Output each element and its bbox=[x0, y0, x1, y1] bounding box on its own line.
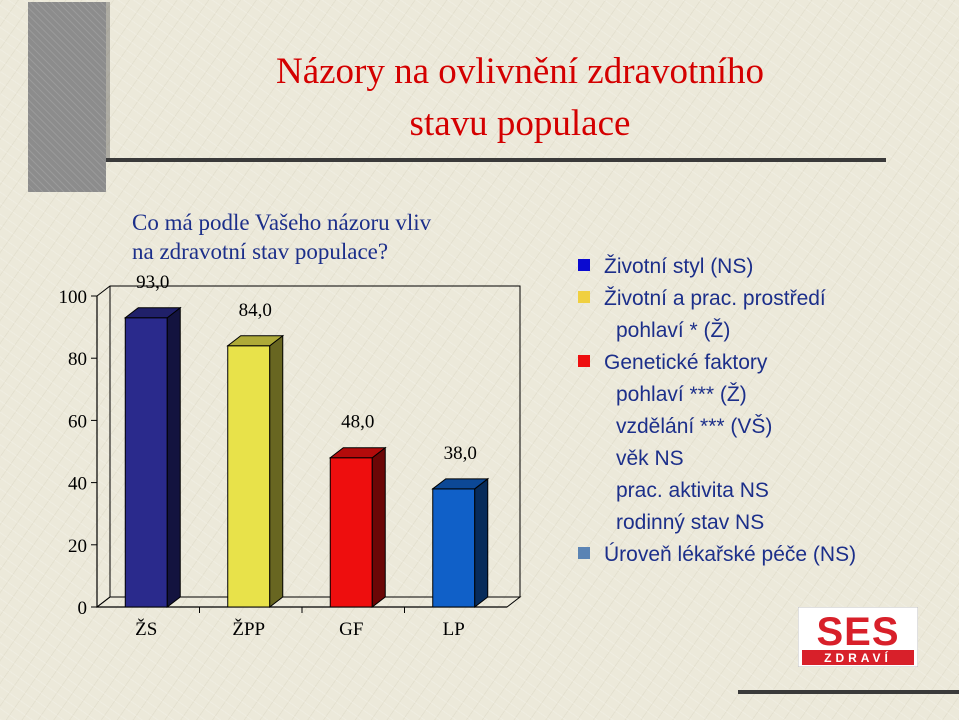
category-label: ŽPP bbox=[232, 618, 265, 640]
legend-item: vzdělání *** (VŠ) bbox=[578, 411, 948, 443]
legend-item: rodinný stav NS bbox=[578, 507, 948, 539]
legend-item: Životní styl (NS) bbox=[578, 251, 948, 283]
category-label: GF bbox=[339, 619, 363, 640]
bar-0-front bbox=[124, 317, 168, 608]
legend-label: Životní styl (NS) bbox=[604, 255, 754, 278]
legend: Životní styl (NS) Životní a prac. prostře… bbox=[578, 251, 948, 571]
legend-item: prac. aktivita NS bbox=[578, 475, 948, 507]
bar-3-side bbox=[474, 477, 489, 609]
bar-1-front bbox=[227, 345, 271, 608]
data-label: 38,0 bbox=[444, 443, 477, 464]
legend-swatch bbox=[578, 547, 590, 560]
y-tick-label: 100 bbox=[59, 287, 88, 308]
question-line-1: Co má podle Vašeho názoru vliv bbox=[132, 210, 432, 235]
ses-zdravi-logo: SES ZDRAVÍ bbox=[798, 607, 918, 667]
bar-2-side bbox=[371, 446, 386, 609]
decorative-line-vertical bbox=[106, 2, 110, 160]
decorative-line-top bbox=[106, 158, 886, 162]
legend-label: Životní a prac. prostředí bbox=[604, 287, 826, 310]
title-line-2: stavu populace bbox=[409, 103, 631, 144]
legend-item: pohlaví * (Ž) bbox=[578, 315, 948, 347]
data-label: 48,0 bbox=[341, 412, 374, 433]
legend-item: Úroveň lékařské péče (NS) bbox=[578, 539, 948, 571]
bar-2-front bbox=[329, 457, 373, 608]
legend-label: pohlaví *** (Ž) bbox=[616, 383, 747, 406]
legend-label: vzdělání *** (VŠ) bbox=[616, 415, 773, 438]
legend-label: Genetické faktory bbox=[604, 351, 768, 374]
bar-3-top bbox=[431, 478, 490, 490]
bar-0-top bbox=[123, 307, 182, 319]
title-line-1: Názory na ovlivnění zdravotního bbox=[275, 51, 765, 92]
bar-3-front bbox=[432, 488, 476, 608]
y-tick-label: 60 bbox=[68, 411, 87, 432]
legend-swatch bbox=[578, 355, 590, 368]
data-label: 84,0 bbox=[239, 300, 272, 321]
y-tick-label: 80 bbox=[68, 349, 87, 370]
legend-label: prac. aktivita NS bbox=[616, 479, 769, 502]
legend-label: pohlaví * (Ž) bbox=[616, 319, 731, 342]
legend-item: Životní a prac. prostředí bbox=[578, 283, 948, 315]
svg-text:SES: SES bbox=[816, 610, 899, 654]
y-tick-label: 0 bbox=[78, 598, 88, 619]
category-label: ŽS bbox=[135, 618, 157, 640]
question-line-2: na zdravotní stav populace? bbox=[132, 239, 389, 264]
page-title: Názory na ovlivnění zdravotního stavu po… bbox=[170, 46, 870, 150]
category-label: LP bbox=[443, 619, 465, 640]
bar-1-side bbox=[269, 334, 284, 609]
legend-label: věk NS bbox=[616, 447, 684, 470]
bar-2-top bbox=[328, 447, 387, 459]
svg-text:ZDRAVÍ: ZDRAVÍ bbox=[824, 650, 892, 665]
bar-1-top bbox=[226, 335, 285, 347]
legend-label: Úroveň lékařské péče (NS) bbox=[604, 543, 857, 566]
bar-0-side bbox=[166, 306, 181, 609]
decorative-line-bottom bbox=[738, 690, 959, 694]
y-tick-label: 20 bbox=[68, 536, 87, 557]
legend-swatch bbox=[578, 259, 590, 272]
corner-decoration bbox=[28, 2, 106, 192]
legend-label: rodinný stav NS bbox=[616, 511, 765, 534]
y-tick-label: 40 bbox=[68, 474, 87, 495]
legend-swatch bbox=[578, 291, 590, 304]
legend-item: Genetické faktory bbox=[578, 347, 948, 379]
data-label: 93,0 bbox=[136, 272, 169, 293]
legend-item: věk NS bbox=[578, 443, 948, 475]
question-text: Co má podle Vašeho názoru vliv na zdravo… bbox=[132, 208, 552, 266]
legend-item: pohlaví *** (Ž) bbox=[578, 379, 948, 411]
